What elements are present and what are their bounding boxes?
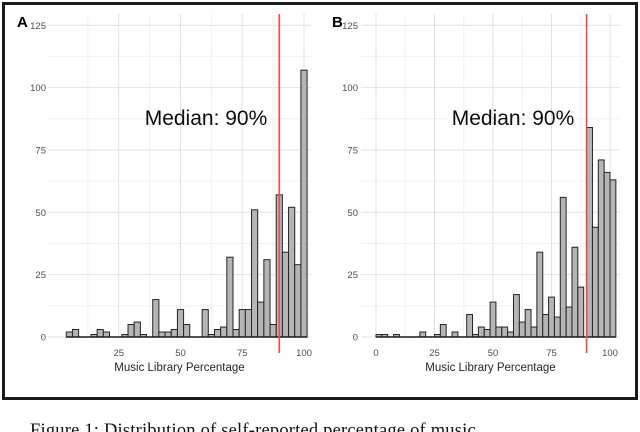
x-tick-label: 100 [296,348,312,359]
bar [512,294,520,338]
bar [152,299,160,338]
bar [597,159,605,338]
bar [226,256,234,338]
bar [281,251,290,338]
bar [466,314,474,338]
y-tick-label: 25 [35,270,46,281]
bar [257,301,265,338]
x-tick-label: 100 [602,348,618,359]
bar [591,226,599,338]
bar [495,326,503,338]
bar [571,246,579,338]
bar [183,324,191,338]
bar [603,171,611,338]
bar [439,324,447,338]
bar [586,127,593,338]
y-tick-label: 100 [342,83,358,94]
x-tick-label: 50 [175,348,186,359]
x-tick-label: 25 [113,348,124,359]
bar [263,259,271,338]
x-axis-title: Music Library Percentage [425,362,555,374]
y-tick-label: 25 [347,270,358,281]
bar [489,301,497,338]
bar [300,69,308,338]
bar [553,316,561,338]
y-tick-label: 50 [347,208,358,219]
panel-b-histogram: 0 25 50 75 100 125 0 25 50 75 100 Music Library Per… [332,14,620,374]
bar [609,179,617,338]
y-tick-label: 100 [30,83,46,94]
bar [71,329,80,338]
bar [542,314,550,338]
panel-label: B [332,14,343,31]
figure-1-chart: 0 25 50 75 100 125 25 50 75 100 Music Library Perc… [2,2,638,400]
bar [524,309,532,338]
y-tick-label: 75 [35,145,46,156]
bar [269,324,277,338]
bar [294,264,302,338]
bar [548,296,555,338]
panel-label: A [17,14,28,31]
bar [536,251,544,338]
x-tick-label: 75 [237,348,248,359]
bar [251,209,259,338]
x-tick-label: 25 [429,348,440,359]
figure-border [2,2,638,400]
median-annotation: Median: 90% [452,107,575,130]
x-axis-title: Music Library Percentage [114,362,244,374]
x-tick-label: 75 [546,348,557,359]
y-tick-label: 0 [41,333,46,344]
bar [220,326,228,338]
bar [530,326,538,338]
median-annotation: Median: 90% [145,107,268,130]
bar [96,329,104,338]
y-tick-label: 125 [342,21,358,32]
bar [288,206,296,338]
bar [232,329,240,338]
y-tick-label: 50 [35,208,46,219]
bar [170,329,178,338]
bar [176,309,185,338]
y-tick-label: 125 [30,21,46,32]
bar [238,309,246,338]
x-tick-label: 0 [373,348,378,359]
bar [213,329,222,338]
bar [483,329,491,338]
panel-a-histogram: 0 25 50 75 100 125 25 50 75 100 Music Library Perc… [17,14,312,374]
y-tick-label: 0 [353,333,358,344]
y-tick-label: 75 [347,145,358,156]
figure-caption: Figure 1: Distribution of self-reported … [30,421,476,432]
bar [477,326,485,338]
bar [565,306,573,338]
bar [501,326,509,338]
bar [518,321,526,338]
bar [559,196,567,338]
bar [201,309,209,338]
bar [577,286,585,338]
bar [244,309,253,338]
bar [127,324,135,338]
x-tick-label: 50 [488,348,499,359]
bar [133,321,141,338]
